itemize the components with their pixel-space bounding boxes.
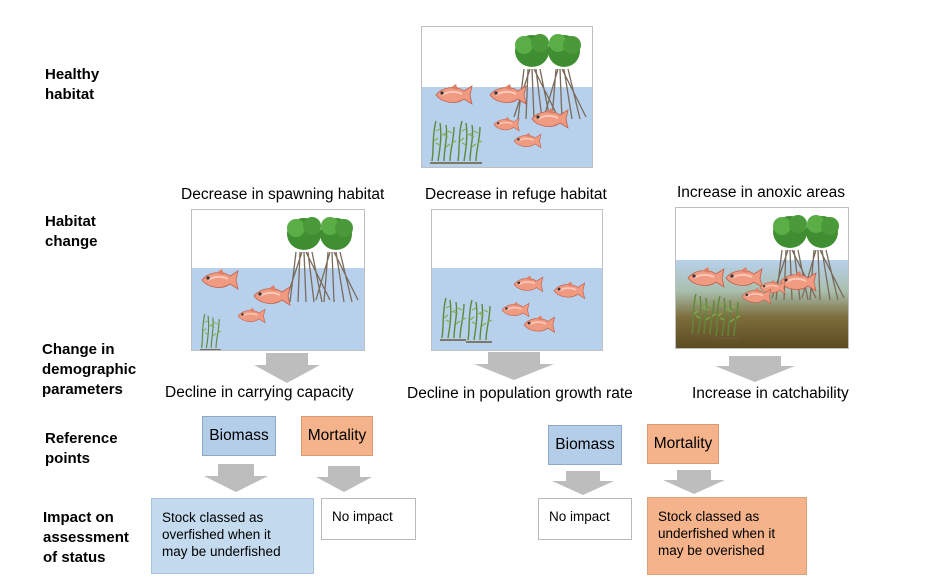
down-arrow-icon (474, 352, 554, 380)
anoxic-areas-panel (675, 207, 849, 349)
healthy-habitat-panel (421, 26, 593, 168)
row-label-impact: Impact on assessment of status (43, 509, 129, 566)
row-label-reference-points: Reference points (45, 430, 118, 467)
down-arrow-icon (316, 466, 372, 492)
down-arrow-icon (204, 464, 268, 492)
caption-refuge-habitat: Decrease in refuge habitat (425, 186, 607, 203)
row-label-demographic: Change in demographic parameters (42, 341, 137, 398)
caption-anoxic-areas: Increase in anoxic areas (677, 184, 846, 201)
down-arrow-icon (552, 471, 614, 495)
caption-population-growth: Decline in population growth rate (407, 385, 633, 402)
down-arrow-icon (254, 353, 320, 383)
impact-biomass-left: Stock classed as overfished when it may … (151, 498, 314, 574)
refuge-habitat-panel (431, 209, 603, 351)
spawning-habitat-panel (191, 209, 365, 351)
down-arrow-icon (715, 356, 795, 382)
row-label-healthy-habitat: Healthy habitat (45, 66, 100, 103)
row-label-habitat-change: Habitat change (45, 213, 98, 250)
reference-mortality-left: Mortality (301, 416, 373, 456)
impact-mortality-right: Stock classed as underfished when it may… (647, 497, 807, 575)
caption-catchability: Increase in catchability (692, 385, 849, 402)
reference-mortality-right: Mortality (647, 424, 719, 464)
down-arrow-icon (663, 470, 725, 494)
reference-biomass-left: Biomass (202, 416, 276, 456)
impact-biomass-right: No impact (538, 498, 632, 540)
caption-spawning-habitat: Decrease in spawning habitat (181, 186, 385, 203)
reference-biomass-right: Biomass (548, 425, 622, 465)
impact-mortality-left: No impact (321, 498, 416, 540)
caption-carrying-capacity: Decline in carrying capacity (165, 384, 354, 401)
